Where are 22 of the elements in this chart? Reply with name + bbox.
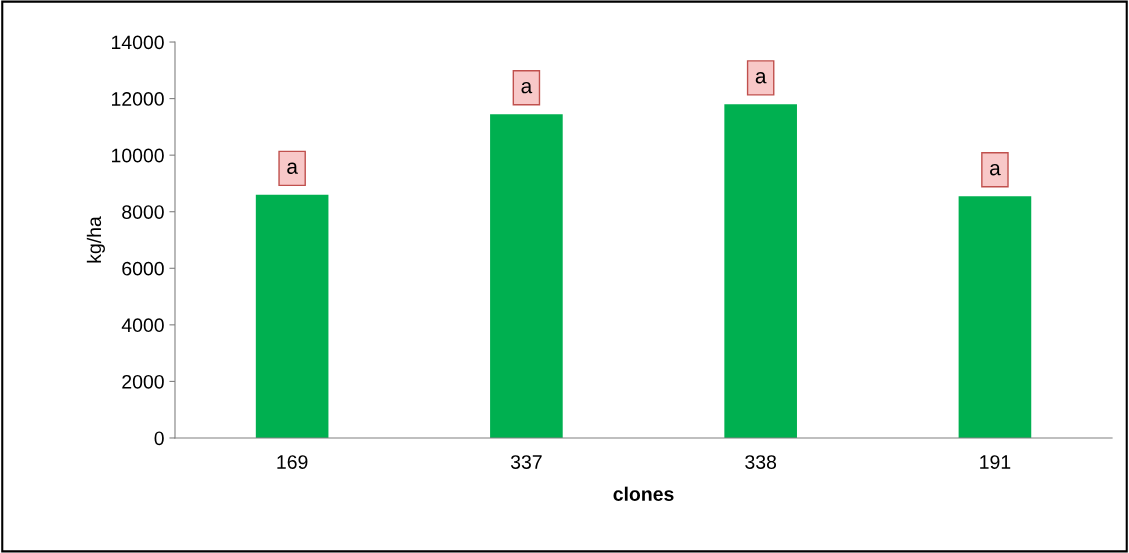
x-axis-title: clones bbox=[613, 486, 674, 501]
annotation: a bbox=[755, 72, 767, 84]
y-tick-label: 4000 bbox=[121, 318, 164, 333]
x-tick-label: 191 bbox=[980, 455, 1011, 469]
x-tick-label: 337 bbox=[510, 455, 542, 469]
annotation: a bbox=[521, 81, 533, 94]
y-axis-title: kg/ha bbox=[86, 216, 105, 263]
bar bbox=[724, 104, 797, 438]
annotation: a bbox=[990, 163, 1001, 176]
annotation: a bbox=[287, 162, 298, 174]
bar bbox=[490, 114, 563, 438]
bar bbox=[958, 196, 1032, 438]
y-tick-label: 6000 bbox=[122, 261, 164, 276]
y-tick-label: 2000 bbox=[122, 374, 164, 389]
x-tick-label: 169 bbox=[277, 455, 308, 469]
y-tick-label: 10000 bbox=[112, 148, 164, 163]
y-tick-label: 8000 bbox=[122, 205, 164, 219]
x-tick-label: 338 bbox=[745, 455, 777, 469]
y-tick-label: 14000 bbox=[112, 35, 164, 50]
y-tick-label: 0 bbox=[154, 431, 164, 446]
bar bbox=[255, 194, 329, 438]
y-tick-label: 12000 bbox=[112, 92, 164, 106]
